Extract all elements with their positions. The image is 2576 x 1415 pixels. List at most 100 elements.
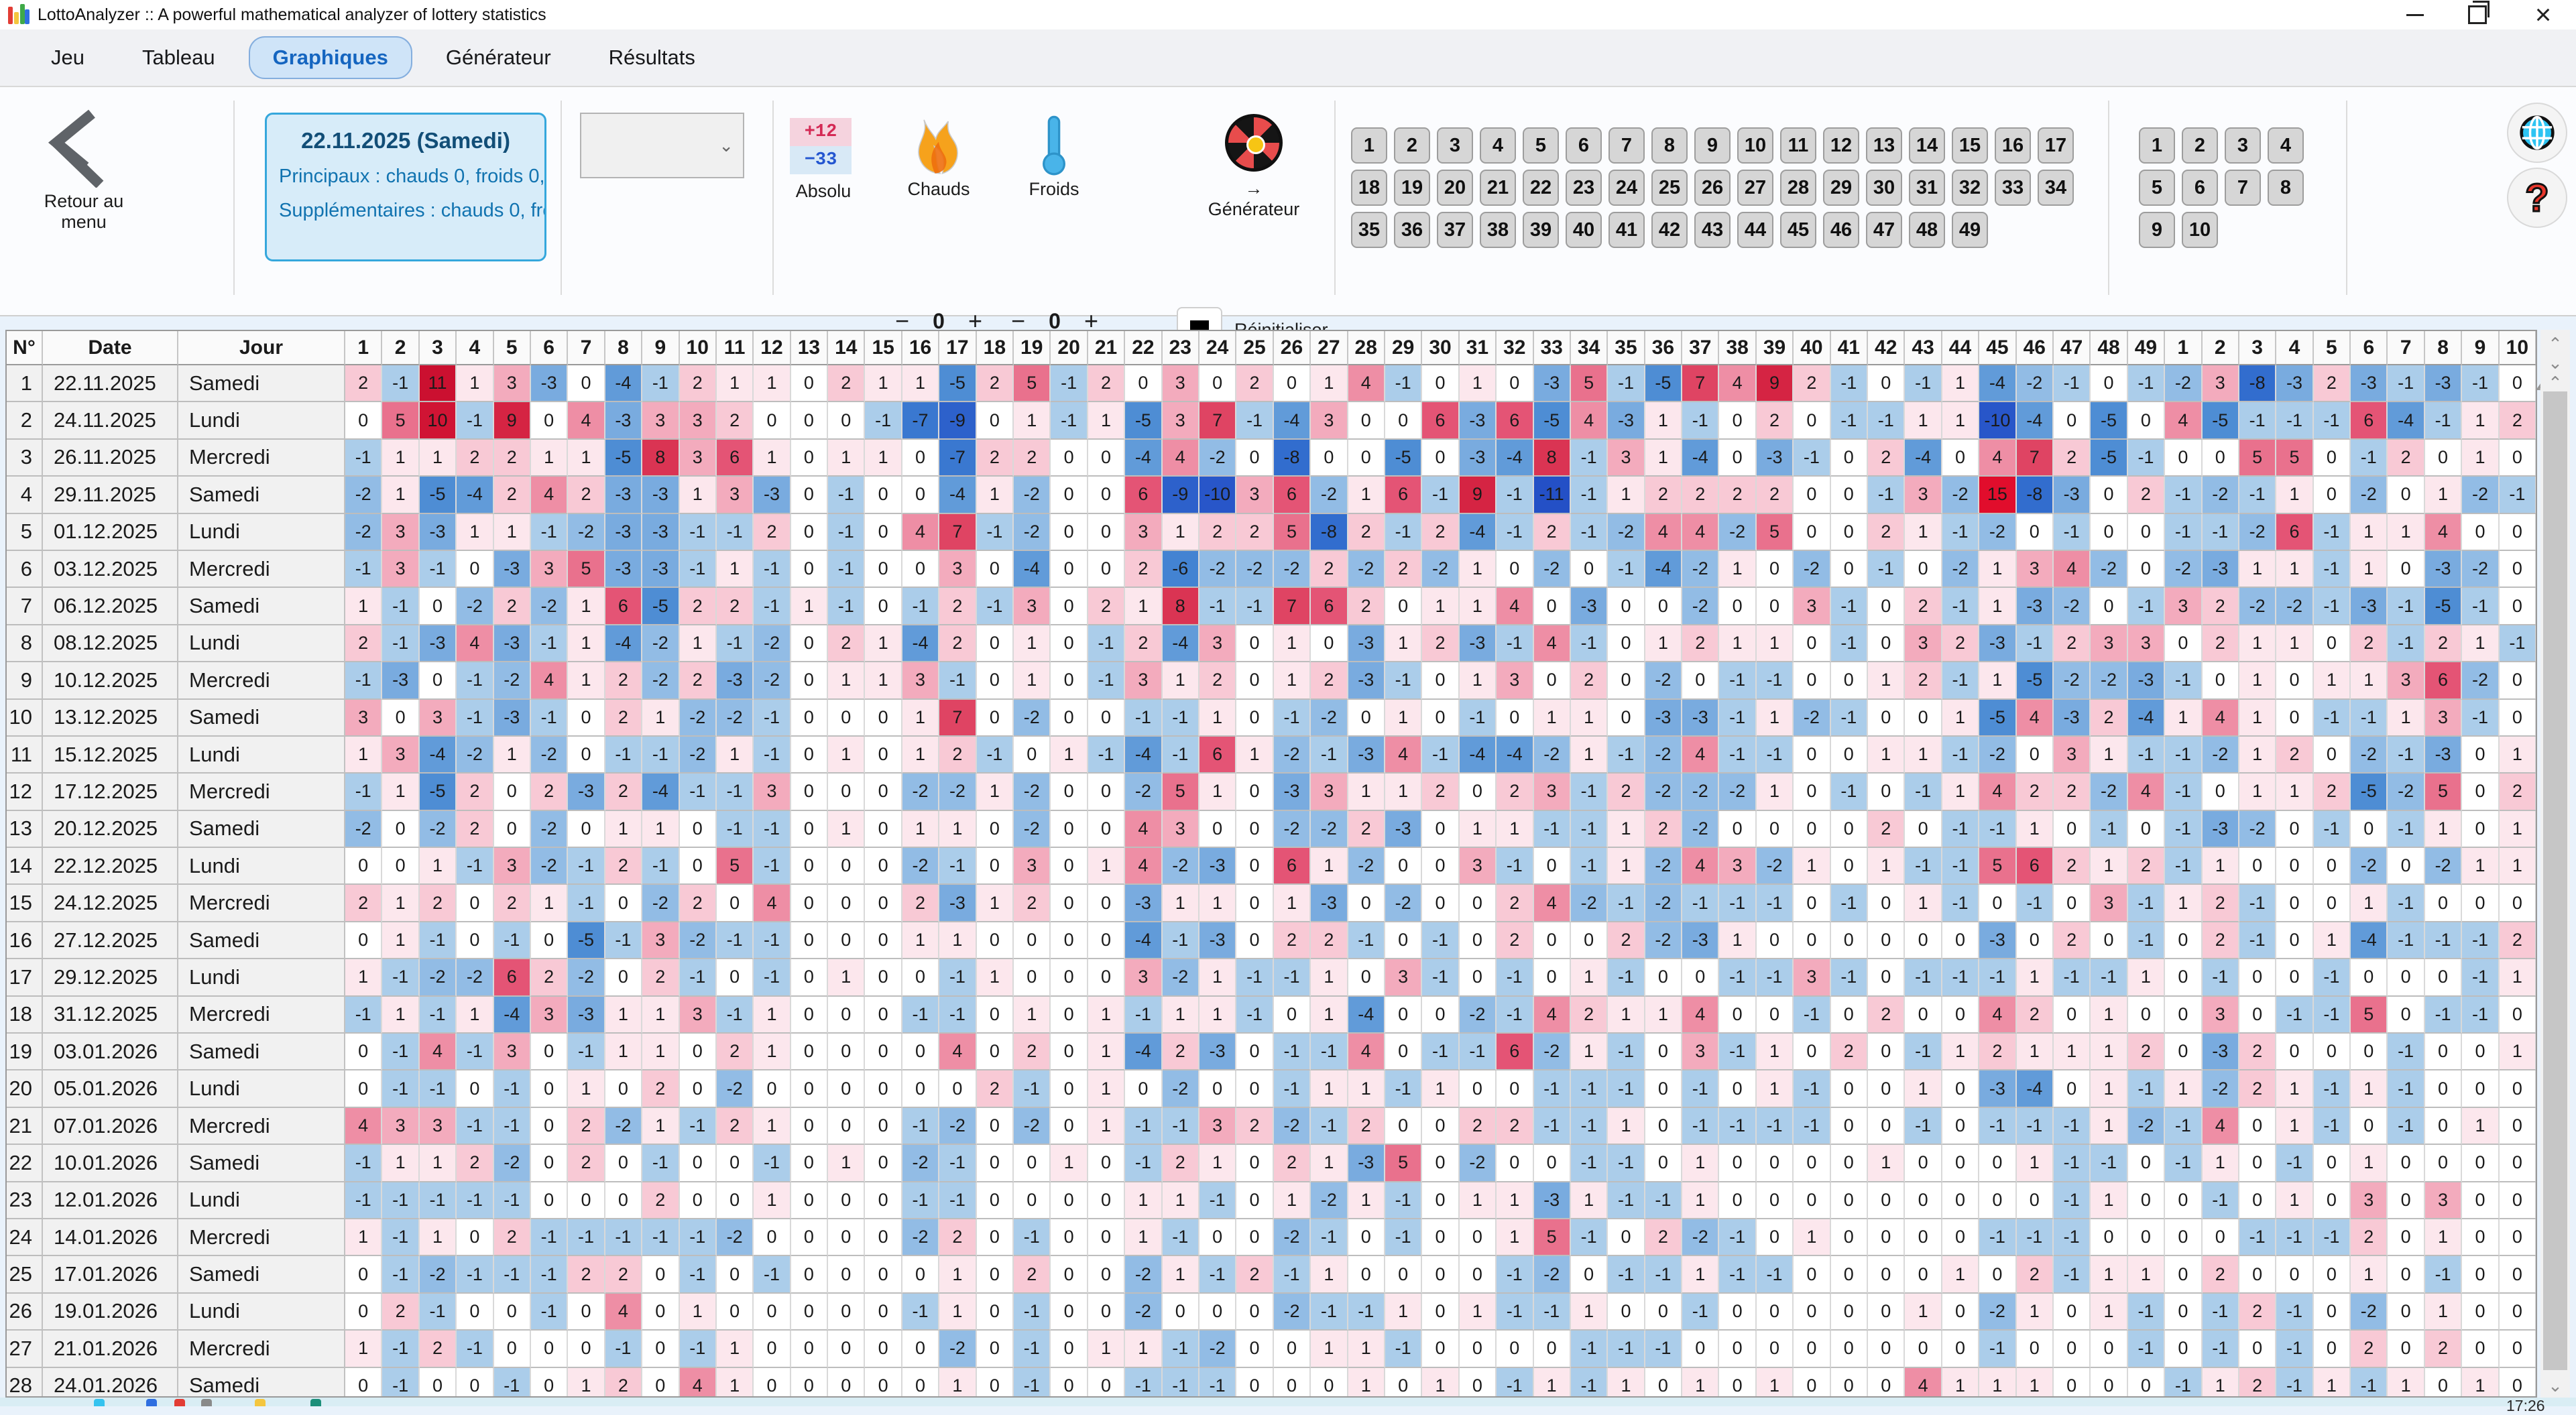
menu-item-tableau[interactable]: Tableau: [141, 46, 215, 69]
number-button-2[interactable]: 2: [2182, 127, 2218, 164]
number-button-25[interactable]: 25: [1651, 170, 1688, 206]
number-button-1[interactable]: 1: [1351, 127, 1387, 164]
language-globe-button[interactable]: [2507, 103, 2567, 163]
chauds-button[interactable]: Chauds: [898, 114, 979, 200]
number-button-20[interactable]: 20: [1437, 170, 1473, 206]
heat-cell: 0: [2091, 588, 2128, 625]
number-button-26[interactable]: 26: [1694, 170, 1731, 206]
number-button-1[interactable]: 1: [2139, 127, 2175, 164]
chauds-plus-button[interactable]: +: [968, 307, 982, 334]
number-button-44[interactable]: 44: [1737, 212, 1773, 248]
number-button-27[interactable]: 27: [1737, 170, 1773, 206]
number-button-10[interactable]: 10: [1737, 127, 1773, 164]
number-button-29[interactable]: 29: [1823, 170, 1859, 206]
number-button-4[interactable]: 4: [1480, 127, 1516, 164]
taskbar-icon[interactable]: [255, 1399, 266, 1406]
heat-cell: -3: [2016, 588, 2054, 625]
number-button-18[interactable]: 18: [1351, 170, 1387, 206]
number-button-7[interactable]: 7: [2225, 170, 2261, 206]
taskbar-icon[interactable]: [174, 1399, 185, 1406]
absolu-button[interactable]: +12 −33 Absolu: [790, 118, 857, 202]
number-button-14[interactable]: 14: [1909, 127, 1945, 164]
number-button-23[interactable]: 23: [1566, 170, 1602, 206]
menu-item-generateur[interactable]: Générateur: [445, 46, 551, 69]
number-button-36[interactable]: 36: [1394, 212, 1430, 248]
number-button-37[interactable]: 37: [1437, 212, 1473, 248]
number-button-7[interactable]: 7: [1608, 127, 1645, 164]
number-button-5[interactable]: 5: [1523, 127, 1559, 164]
number-button-8[interactable]: 8: [1651, 127, 1688, 164]
heat-cell: -1: [457, 1107, 494, 1146]
number-button-28[interactable]: 28: [1780, 170, 1816, 206]
divider: [561, 101, 562, 295]
number-button-3[interactable]: 3: [2225, 127, 2261, 164]
number-button-48[interactable]: 48: [1909, 212, 1945, 248]
number-button-3[interactable]: 3: [1437, 127, 1473, 164]
number-button-32[interactable]: 32: [1952, 170, 1988, 206]
heat-cell: -1: [605, 736, 643, 774]
help-button[interactable]: ?: [2507, 168, 2567, 228]
number-button-13[interactable]: 13: [1866, 127, 1902, 164]
number-button-35[interactable]: 35: [1351, 212, 1387, 248]
restore-button[interactable]: [2447, 0, 2508, 29]
menu-item-graphiques[interactable]: Graphiques: [248, 36, 412, 79]
number-button-10[interactable]: 10: [2182, 212, 2218, 248]
number-button-33[interactable]: 33: [1995, 170, 2031, 206]
number-button-21[interactable]: 21: [1480, 170, 1516, 206]
tirages-dropdown[interactable]: ⌄: [580, 113, 744, 178]
number-button-24[interactable]: 24: [1608, 170, 1645, 206]
number-button-34[interactable]: 34: [2038, 170, 2074, 206]
scroll-down-icon[interactable]: ⌄: [2548, 1375, 2563, 1396]
scroll-up-icon[interactable]: ⌃: [2548, 334, 2563, 354]
number-button-43[interactable]: 43: [1694, 212, 1731, 248]
number-button-45[interactable]: 45: [1780, 212, 1816, 248]
generateur-button[interactable]: → Générateur: [1200, 114, 1307, 220]
number-button-9[interactable]: 9: [1694, 127, 1731, 164]
froids-plus-button[interactable]: +: [1084, 307, 1098, 334]
scroll-down-icon[interactable]: ⌄: [2548, 353, 2563, 373]
menu-item-jeu[interactable]: Jeu: [51, 46, 84, 69]
number-button-2[interactable]: 2: [1394, 127, 1430, 164]
close-button[interactable]: ×: [2534, 0, 2552, 30]
number-button-15[interactable]: 15: [1952, 127, 1988, 164]
number-button-46[interactable]: 46: [1823, 212, 1859, 248]
number-button-40[interactable]: 40: [1566, 212, 1602, 248]
scroll-up-icon[interactable]: ⌃: [2548, 373, 2563, 393]
number-button-19[interactable]: 19: [1394, 170, 1430, 206]
number-button-39[interactable]: 39: [1523, 212, 1559, 248]
heat-cell: 0: [2462, 1293, 2500, 1331]
taskbar-icon[interactable]: [310, 1399, 321, 1406]
vertical-scrollbar[interactable]: ⌃ ⌄ ⌃ ⌄: [2540, 330, 2570, 1398]
menu-item-resultats[interactable]: Résultats: [608, 46, 695, 69]
number-button-6[interactable]: 6: [1566, 127, 1602, 164]
number-button-6[interactable]: 6: [2182, 170, 2218, 206]
taskbar-icon[interactable]: [201, 1399, 212, 1406]
taskbar-icon[interactable]: [146, 1399, 157, 1406]
number-button-22[interactable]: 22: [1523, 170, 1559, 206]
number-button-49[interactable]: 49: [1952, 212, 1988, 248]
number-button-11[interactable]: 11: [1780, 127, 1816, 164]
froids-minus-button[interactable]: −: [1011, 307, 1026, 334]
number-button-30[interactable]: 30: [1866, 170, 1902, 206]
number-button-41[interactable]: 41: [1608, 212, 1645, 248]
taskbar-icon[interactable]: [94, 1399, 105, 1406]
number-button-12[interactable]: 12: [1823, 127, 1859, 164]
number-button-47[interactable]: 47: [1866, 212, 1902, 248]
number-button-5[interactable]: 5: [2139, 170, 2175, 206]
chauds-minus-button[interactable]: −: [895, 307, 910, 334]
number-button-9[interactable]: 9: [2139, 212, 2175, 248]
froids-button[interactable]: Froids: [1014, 114, 1094, 200]
heat-cell: 1: [1608, 477, 1645, 514]
heat-cell: 2: [976, 1070, 1014, 1108]
minimize-button[interactable]: [2385, 0, 2445, 29]
number-button-31[interactable]: 31: [1909, 170, 1945, 206]
scrollbar-thumb[interactable]: [2543, 391, 2567, 1370]
number-button-4[interactable]: 4: [2268, 127, 2304, 164]
number-button-8[interactable]: 8: [2268, 170, 2304, 206]
number-button-16[interactable]: 16: [1995, 127, 2031, 164]
number-button-17[interactable]: 17: [2038, 127, 2074, 164]
number-button-42[interactable]: 42: [1651, 212, 1688, 248]
number-button-38[interactable]: 38: [1480, 212, 1516, 248]
heat-cell: 0: [1608, 662, 1645, 700]
back-to-menu-button[interactable]: Retour au menu: [20, 107, 148, 302]
